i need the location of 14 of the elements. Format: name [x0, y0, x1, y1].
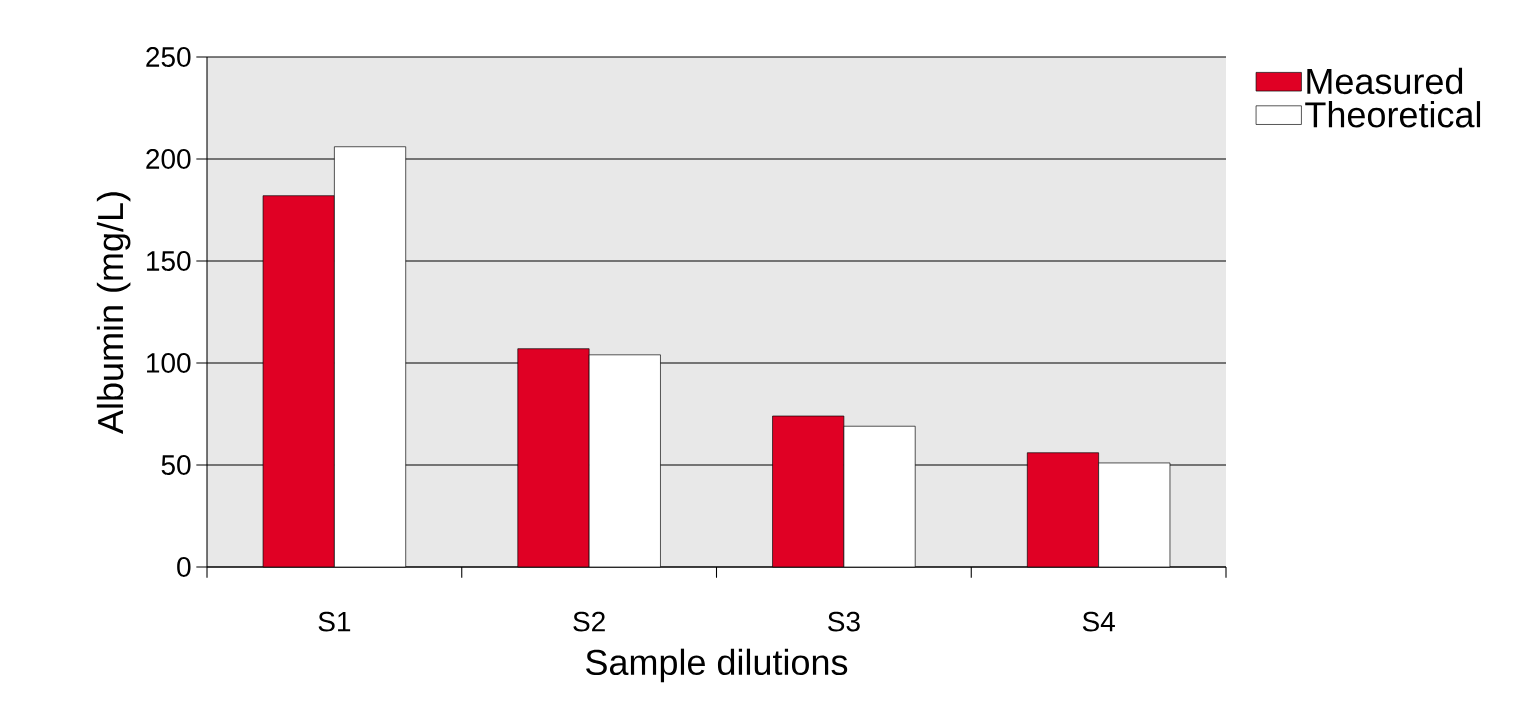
y-tick-label: 150 [147, 251, 191, 271]
legend-label: Measured [1307, 67, 1463, 95]
y-tick-label: 50 [161, 455, 191, 475]
x-tick-label: S1 [318, 611, 351, 632]
y-tick-label: 250 [146, 47, 191, 67]
x-tick-label: S2 [573, 611, 605, 632]
y-tick-label: 200 [146, 149, 191, 169]
legend-label: Theoretical [1305, 101, 1481, 128]
x-axis-title: Sample dilutions [586, 648, 848, 683]
y-tick-label: 0 [177, 557, 191, 577]
x-tick-label: S4 [1082, 611, 1115, 632]
y-axis-title: Albumin (mg/L) [96, 192, 131, 434]
x-tick-label: S3 [828, 611, 860, 632]
y-tick-label: 100 [147, 353, 191, 373]
